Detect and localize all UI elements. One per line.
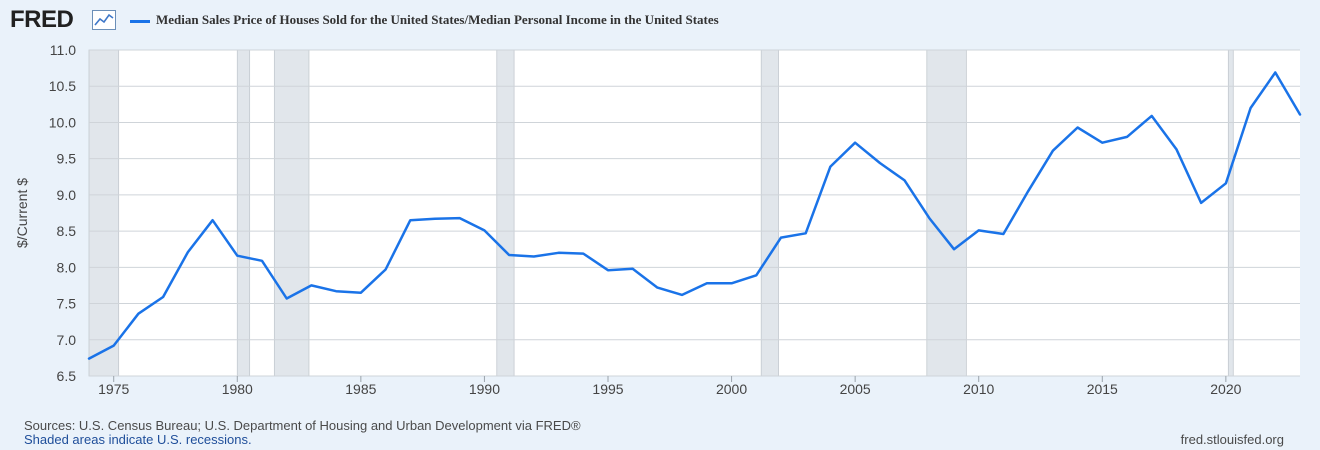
x-tick-label: 1985 <box>345 381 376 397</box>
legend-swatch <box>130 20 150 23</box>
recession-band <box>273 49 310 377</box>
x-tick-label: 2010 <box>963 381 994 397</box>
sources-note: Sources: U.S. Census Bureau; U.S. Depart… <box>24 418 581 433</box>
x-tick-label: 1995 <box>592 381 623 397</box>
y-tick-label: 11.0 <box>50 42 76 58</box>
grid-lines <box>89 49 1300 377</box>
y-tick-label: 9.5 <box>57 151 77 167</box>
chart: 6.57.07.58.08.59.09.510.010.511.0 1975 19… <box>14 42 1302 397</box>
x-tick-label: 2020 <box>1210 381 1241 397</box>
recession-band <box>496 49 515 377</box>
y-tick-label: 7.5 <box>57 296 77 312</box>
recession-bands <box>88 49 1234 377</box>
x-axis-ticks: 1975 1980 1985 1990 1995 2000 2005 2010 2015 2020 <box>98 376 1242 397</box>
line-chart-icon <box>92 10 116 30</box>
recession-band <box>760 49 779 377</box>
recessions-note: Shaded areas indicate U.S. recessions. <box>24 432 252 447</box>
y-tick-label: 10.5 <box>49 78 76 94</box>
fred-url-link[interactable]: fred.stlouisfed.org <box>1180 432 1284 447</box>
recession-band <box>1227 49 1234 377</box>
y-tick-label: 7.0 <box>57 332 77 348</box>
legend-label[interactable]: Median Sales Price of Houses Sold for th… <box>156 12 719 27</box>
x-tick-label: 2000 <box>716 381 747 397</box>
plot-area <box>89 50 1300 376</box>
fred-logo[interactable]: FRED <box>10 6 74 33</box>
y-axis-ticks: 6.5 7.0 7.5 8.0 8.5 9.0 9.5 10.0 10.5 11.0 <box>49 42 76 384</box>
x-tick-label: 1990 <box>469 381 500 397</box>
y-tick-label: 8.5 <box>57 223 77 239</box>
recession-band <box>88 49 120 377</box>
y-tick-label: 8.0 <box>57 259 77 275</box>
x-tick-label: 1980 <box>222 381 253 397</box>
chart-header: FRED Median Sales Price of Houses Sold f… <box>0 0 1320 40</box>
x-tick-label: 2005 <box>840 381 871 397</box>
recession-band <box>926 49 967 377</box>
series-line[interactable] <box>87 71 1302 360</box>
y-axis-label: $/Current $ <box>14 178 30 248</box>
x-tick-label: 1975 <box>98 381 129 397</box>
y-tick-label: 9.0 <box>57 187 77 203</box>
recession-band <box>236 49 251 377</box>
y-tick-label: 6.5 <box>57 368 77 384</box>
x-tick-label: 2015 <box>1087 381 1118 397</box>
y-tick-label: 10.0 <box>49 114 76 130</box>
series <box>87 71 1302 360</box>
